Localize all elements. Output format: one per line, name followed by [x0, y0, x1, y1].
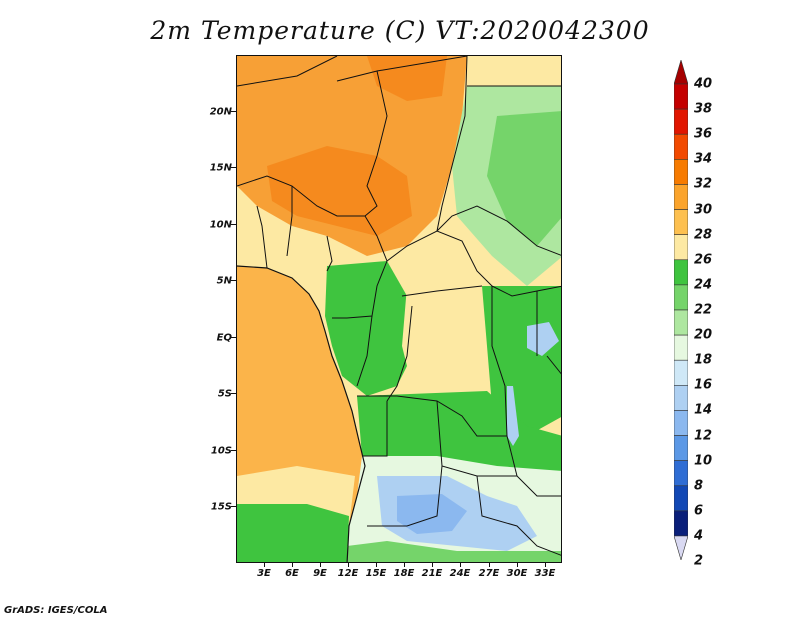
lat-label-5n: 5N: [216, 275, 232, 287]
lon-tick: [545, 562, 546, 567]
colorbar-band: [674, 184, 688, 210]
colorbar-label: 22: [694, 302, 713, 318]
colorbar-label: 32: [694, 176, 713, 192]
lon-label-27e: 27E: [478, 568, 500, 579]
lon-tick: [264, 562, 265, 567]
lat-tick: [231, 450, 236, 451]
lat-tick: [231, 337, 236, 338]
lat-label-15n: 15N: [209, 162, 232, 174]
colorbar-band: [674, 209, 688, 235]
lat-label-20n: 20N: [209, 106, 232, 118]
colorbar-band: [674, 385, 688, 411]
colorbar-label: 16: [694, 377, 713, 393]
lon-label-21e: 21E: [421, 568, 443, 579]
lon-label-33e: 33E: [534, 568, 556, 579]
lat-tick: [231, 111, 236, 112]
page-title: 2m Temperature (C) VT:2020042300: [150, 16, 650, 45]
colorbar-band: [674, 309, 688, 336]
southern-green-edge: [347, 541, 561, 562]
lon-label-18e: 18E: [393, 568, 415, 579]
lon-label-6e: 6E: [285, 568, 299, 579]
lat-tick: [231, 224, 236, 225]
lon-label-9e: 9E: [313, 568, 327, 579]
lon-label-30e: 30E: [506, 568, 528, 579]
lat-label-eq: EQ: [216, 332, 232, 344]
colorbar-band: [674, 83, 688, 110]
colorbar-label: 24: [694, 277, 713, 293]
country-borders: [237, 56, 561, 556]
colorbar-band: [674, 410, 688, 436]
congo-green-region: [325, 261, 412, 396]
colorbar-label: 8: [694, 478, 704, 494]
colorbar-band: [674, 108, 688, 135]
colorbar-band: [674, 234, 688, 261]
colorbar-label: 12: [694, 428, 713, 444]
colorbar-band: [674, 133, 688, 160]
colorbar-band: [674, 259, 688, 286]
colorbar-label: 40: [694, 76, 713, 92]
lon-tick: [460, 562, 461, 567]
map-canvas: [237, 56, 561, 562]
colorbar-min-arrow: [674, 535, 688, 560]
lon-tick: [348, 562, 349, 567]
lon-tick: [489, 562, 490, 567]
ocean-green-band: [237, 504, 349, 562]
colorbar-band: [674, 510, 688, 537]
lat-label-5s: 5S: [217, 388, 232, 400]
colorbar-band: [674, 334, 688, 361]
lon-label-3e: 3E: [257, 568, 271, 579]
lon-tick: [517, 562, 518, 567]
colorbar-label: 14: [694, 402, 713, 418]
lon-label-12e: 12E: [337, 568, 359, 579]
colorbar-band: [674, 359, 688, 386]
colorbar-label: 10: [694, 453, 713, 469]
colorbar-band: [674, 284, 688, 311]
lat-tick: [231, 506, 236, 507]
lake-tanganyika: [507, 386, 519, 446]
colorbar-band: [674, 159, 688, 185]
lon-tick: [292, 562, 293, 567]
lat-label-10n: 10N: [209, 219, 232, 231]
congo-basin-yellow: [402, 281, 497, 406]
colorbar-label: 2: [694, 553, 704, 569]
colorbar-label: 38: [694, 101, 713, 117]
colorbar-band: [674, 460, 688, 487]
colorbar-label: 28: [694, 227, 713, 243]
lat-label-10s: 10S: [210, 445, 232, 457]
lon-label-24e: 24E: [449, 568, 471, 579]
temperature-map: [236, 55, 562, 563]
colorbar-band: [674, 435, 688, 461]
grads-credit: GrADS: IGES/COLA: [4, 605, 108, 616]
lake-victoria: [527, 322, 559, 356]
colorbar-label: 4: [694, 528, 704, 544]
lat-tick: [231, 280, 236, 281]
colorbar-label: 6: [694, 503, 704, 519]
colorbar-label: 36: [694, 126, 713, 142]
colorbar-label: 34: [694, 151, 713, 167]
lon-tick: [376, 562, 377, 567]
northern-hot-patch: [367, 56, 447, 101]
colorbar-label: 26: [694, 252, 713, 268]
east-highland-green: [487, 111, 561, 246]
colorbar-max-arrow: [674, 60, 688, 85]
colorbar-label: 20: [694, 327, 713, 343]
colorbar-label: 30: [694, 202, 713, 218]
colorbar-band: [674, 485, 688, 512]
lon-label-15e: 15E: [365, 568, 387, 579]
lat-label-15s: 15S: [210, 501, 232, 513]
colorbar-label: 18: [694, 352, 713, 368]
sahel-hotter-region: [267, 146, 412, 236]
lat-tick: [231, 393, 236, 394]
lon-tick: [320, 562, 321, 567]
colorbar: [674, 60, 688, 560]
coastline: [237, 265, 366, 562]
lon-tick: [404, 562, 405, 567]
lon-tick: [432, 562, 433, 567]
lat-tick: [231, 167, 236, 168]
